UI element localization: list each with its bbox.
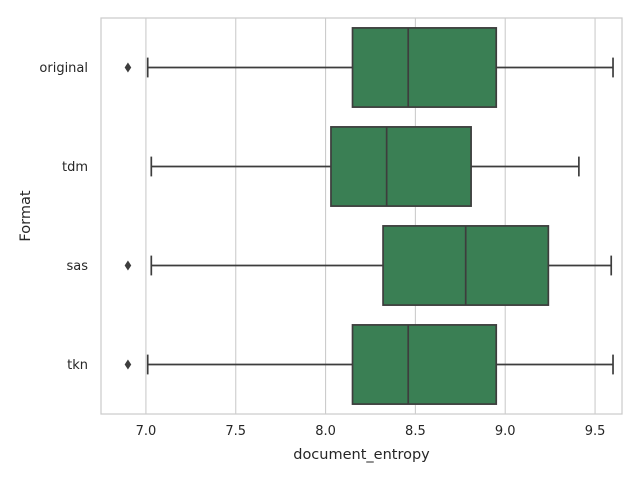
x-axis-label: document_entropy bbox=[293, 447, 430, 463]
x-tick-label: 7.0 bbox=[136, 424, 157, 439]
box-group bbox=[124, 27, 614, 405]
y-tick-label: tkn bbox=[67, 358, 88, 373]
box-sas bbox=[124, 225, 613, 306]
box-tkn bbox=[124, 324, 614, 405]
y-tick-label: sas bbox=[66, 259, 88, 274]
x-tick-label: 8.5 bbox=[405, 424, 426, 439]
x-tick-label: 9.0 bbox=[495, 424, 516, 439]
x-tick-label: 8.0 bbox=[315, 424, 336, 439]
box-tdm bbox=[150, 126, 580, 207]
y-axis-label: Format bbox=[18, 190, 34, 241]
iqr-box bbox=[351, 324, 498, 405]
box-original bbox=[124, 27, 614, 108]
x-tick-label: 9.5 bbox=[585, 424, 606, 439]
iqr-box bbox=[330, 126, 472, 207]
outlier-marker bbox=[124, 359, 132, 370]
y-tick-label: original bbox=[39, 61, 88, 76]
outlier-marker bbox=[124, 260, 132, 271]
y-tick-label: tdm bbox=[62, 160, 88, 175]
outlier-marker bbox=[124, 62, 132, 73]
x-tick-label: 7.5 bbox=[225, 424, 246, 439]
y-tick-labels: original tdm sas tkn bbox=[39, 61, 88, 373]
iqr-box bbox=[351, 27, 498, 108]
plot-frame bbox=[100, 17, 623, 415]
x-tick-labels: 7.0 7.5 8.0 8.5 9.0 9.5 bbox=[136, 424, 606, 439]
